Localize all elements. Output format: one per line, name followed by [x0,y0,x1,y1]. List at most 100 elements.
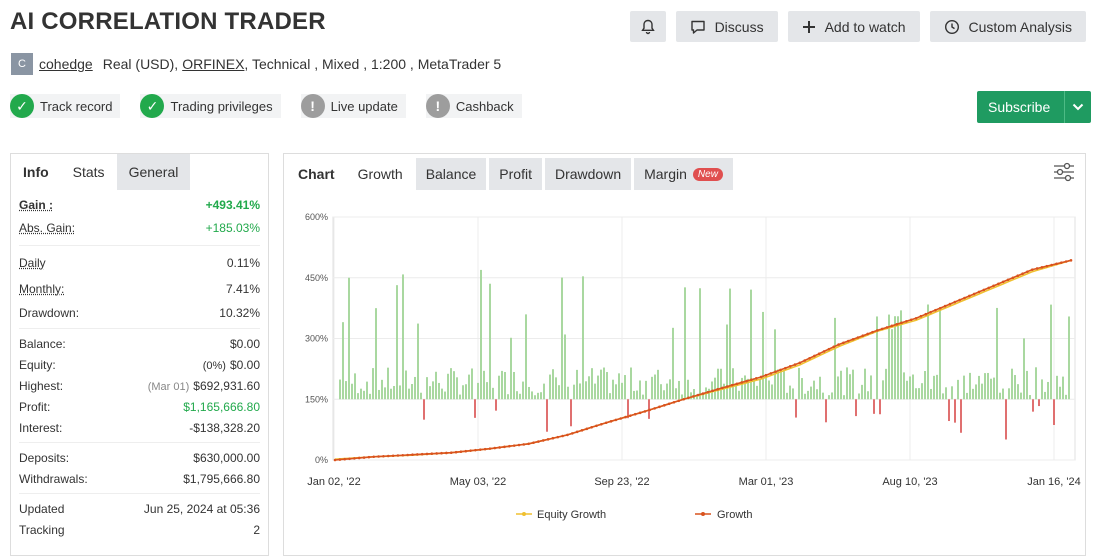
header-actions: Discuss Add to watch Custom Analysis [629,11,1086,42]
daily-bar [846,367,848,400]
tab-margin[interactable]: Margin New [634,158,733,190]
daily-bar [522,381,524,400]
subscribe-button[interactable]: Subscribe [988,99,1051,115]
broker-link[interactable]: ORFINEX [182,56,245,72]
growth-point [643,410,647,413]
chart-settings-icon[interactable] [1053,162,1075,187]
chart-tabs-label: Chart [298,166,335,182]
daily-bar [771,384,773,400]
badge-trading-privileges[interactable]: ✓ Trading privileges [140,94,281,118]
tab-general[interactable]: General [116,154,191,190]
daily-bar [735,385,737,400]
tab-profit[interactable]: Profit [489,158,542,190]
tab-info[interactable]: Info [23,164,49,180]
stat-label: Equity: [19,357,56,372]
daily-bar-negative [495,399,497,411]
daily-bar [396,285,398,400]
stat-label[interactable]: Abs. Gain: [19,221,76,235]
badge-label: Trading privileges [170,98,273,114]
growth-point [885,326,889,329]
growth-point [701,392,705,395]
daily-bar [876,316,878,400]
daily-bar [831,392,833,400]
bell-icon [640,19,656,35]
daily-bar [888,314,890,400]
daily-bar [531,391,533,400]
custom-analysis-button[interactable]: Custom Analysis [929,11,1086,42]
daily-bar [666,383,668,400]
daily-bar [543,383,545,400]
stat-profit: Profit: $1,165,666.80 [19,396,260,417]
growth-point [977,290,981,294]
badge-live-update[interactable]: ! Live update [300,94,406,118]
growth-point [813,354,816,358]
avatar[interactable]: C [11,53,33,75]
tab-growth[interactable]: Growth [347,158,413,190]
daily-bar [441,388,443,400]
growth-point [570,432,574,435]
daily-bar [804,393,806,400]
growth-point [1035,267,1039,270]
daily-bar [453,371,455,400]
growth-point [532,441,535,444]
tab-balance[interactable]: Balance [415,158,487,190]
growth-point [798,361,802,365]
growth-point [754,377,758,380]
growth-point [1011,276,1015,280]
daily-bar [444,391,446,400]
growth-point [367,455,371,459]
growth-chart[interactable]: 0% 150% 300% 450% 600% Jan 02, '22 May 03, '22… [284,194,1085,554]
daily-bar [675,388,677,400]
growth-point [725,385,729,388]
stat-value: Jun 25, 2024 at 05:36 [143,501,260,516]
daily-bar [501,370,503,400]
daily-bar [651,376,653,400]
growth-point [357,456,361,460]
growth-point [687,396,690,400]
stat-value: 10.32% [219,306,260,320]
stat-label[interactable]: Daily [19,256,46,270]
daily-bar [612,379,614,400]
daily-bar [1050,304,1052,400]
add-to-watch-button[interactable]: Add to watch [787,11,920,42]
daily-bar [492,387,494,400]
daily-bar [357,393,359,400]
badge-cashback[interactable]: ! Cashback [425,94,522,118]
daily-bar [1059,386,1061,400]
daily-bar [690,392,692,400]
badge-track-record[interactable]: ✓ Track record [10,94,121,118]
y-tick-label: 450% [305,273,328,283]
daily-bar [927,304,929,400]
growth-point [386,454,390,458]
growth-point [919,314,923,318]
growth-point [880,327,884,331]
stat-label[interactable]: Monthly: [19,282,65,296]
user-link[interactable]: cohedge [39,56,93,72]
daily-bar [822,392,824,400]
growth-point [517,443,521,447]
legend-growth-label: Growth [717,509,752,521]
growth-point [992,284,995,288]
subscribe-dropdown[interactable] [1064,91,1091,123]
daily-bar [897,316,899,400]
growth-point [856,336,860,339]
growth-point [667,402,671,406]
daily-bar [969,372,971,400]
discuss-button[interactable]: Discuss [675,11,778,42]
daily-bar [759,379,761,400]
daily-bar-negative [825,399,827,423]
growth-point [890,324,894,328]
daily-bar [1068,316,1070,400]
stat-value: $0.00 [229,357,260,372]
clock-icon [944,19,960,35]
tab-stats[interactable]: Stats [60,154,117,190]
notification-button[interactable] [629,11,666,42]
daily-bar [513,371,515,400]
stat-value: $1,165,666.80 [183,399,260,414]
stat-label[interactable]: Gain : [19,197,54,212]
daily-bar [387,367,389,400]
growth-point [788,365,792,368]
daily-bar [594,383,596,400]
tab-drawdown[interactable]: Drawdown [544,158,632,190]
daily-bar [729,288,731,400]
